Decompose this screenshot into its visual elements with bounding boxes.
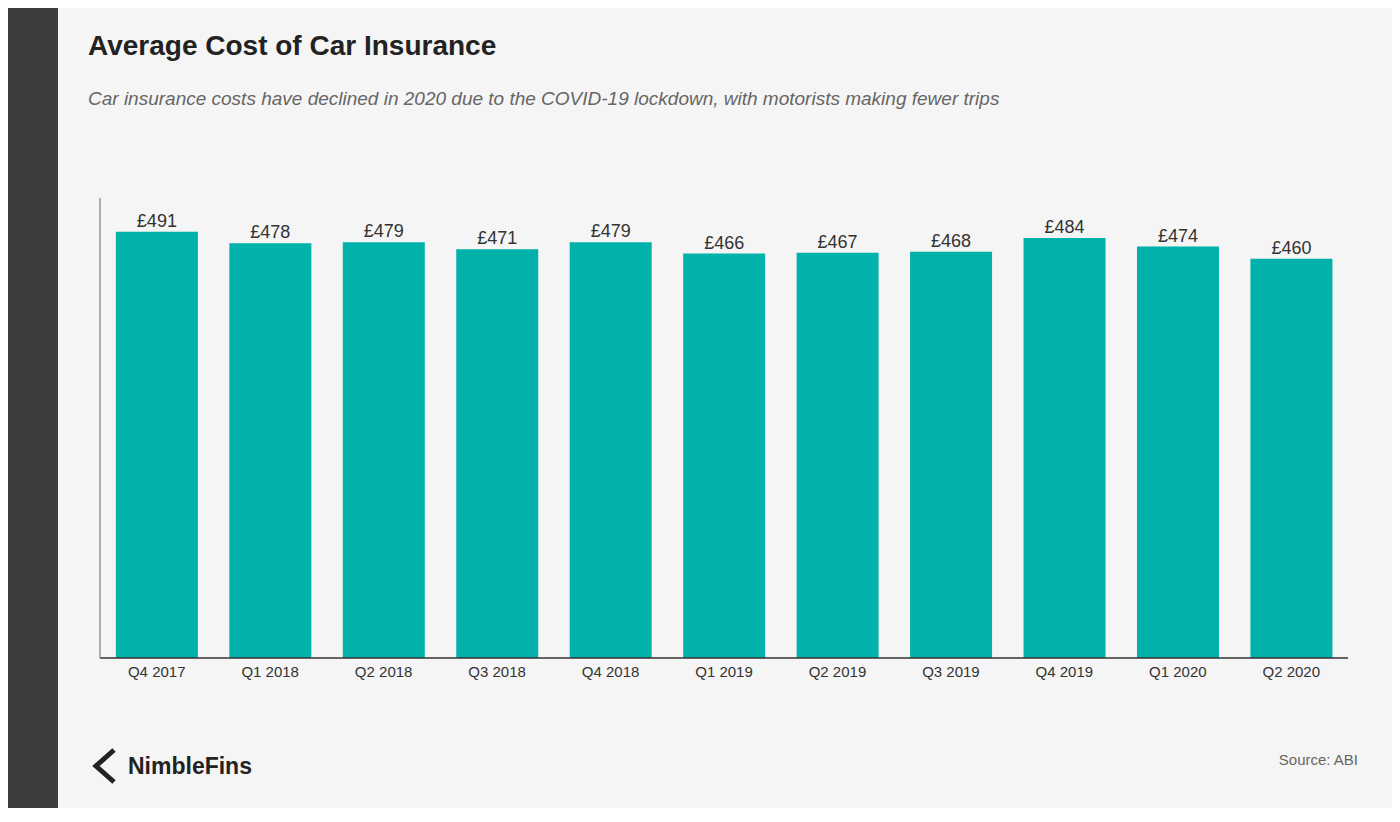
svg-text:£479: £479 bbox=[364, 221, 404, 241]
svg-text:Q3 2019: Q3 2019 bbox=[922, 663, 980, 680]
svg-text:Q4 2019: Q4 2019 bbox=[1036, 663, 1094, 680]
svg-text:£484: £484 bbox=[1044, 217, 1084, 237]
html-text:Car insurance costs have decli: Car insurance costs have declined in 202… bbox=[88, 88, 1000, 109]
svg-text:Q1 2019: Q1 2019 bbox=[695, 663, 753, 680]
svg-text:£478: £478 bbox=[250, 222, 290, 242]
svg-text:£466: £466 bbox=[704, 233, 744, 253]
html-text:Average Cost of Car Insurance: Average Cost of Car Insurance bbox=[88, 30, 497, 61]
svg-text:Q2 2019: Q2 2019 bbox=[809, 663, 867, 680]
svg-text:£460: £460 bbox=[1271, 238, 1311, 258]
svg-text:£471: £471 bbox=[477, 228, 517, 248]
svg-text:£467: £467 bbox=[818, 232, 858, 252]
svg-text:Q1 2020: Q1 2020 bbox=[1149, 663, 1207, 680]
svg-text:Q2 2020: Q2 2020 bbox=[1262, 663, 1320, 680]
html-text:NimbleFins: NimbleFins bbox=[128, 752, 252, 779]
svg-text:Q1 2018: Q1 2018 bbox=[241, 663, 299, 680]
svg-text:Q4 2017: Q4 2017 bbox=[128, 663, 186, 680]
svg-text:£474: £474 bbox=[1158, 226, 1198, 246]
svg-text:Q2 2018: Q2 2018 bbox=[355, 663, 413, 680]
svg-text:Q4 2018: Q4 2018 bbox=[582, 663, 640, 680]
svg-text:Q3 2018: Q3 2018 bbox=[468, 663, 526, 680]
svg-text:£491: £491 bbox=[137, 211, 177, 231]
html-text:Source: ABI: Source: ABI bbox=[1278, 751, 1358, 768]
svg-text:£479: £479 bbox=[591, 221, 631, 241]
svg-text:£468: £468 bbox=[931, 231, 971, 251]
